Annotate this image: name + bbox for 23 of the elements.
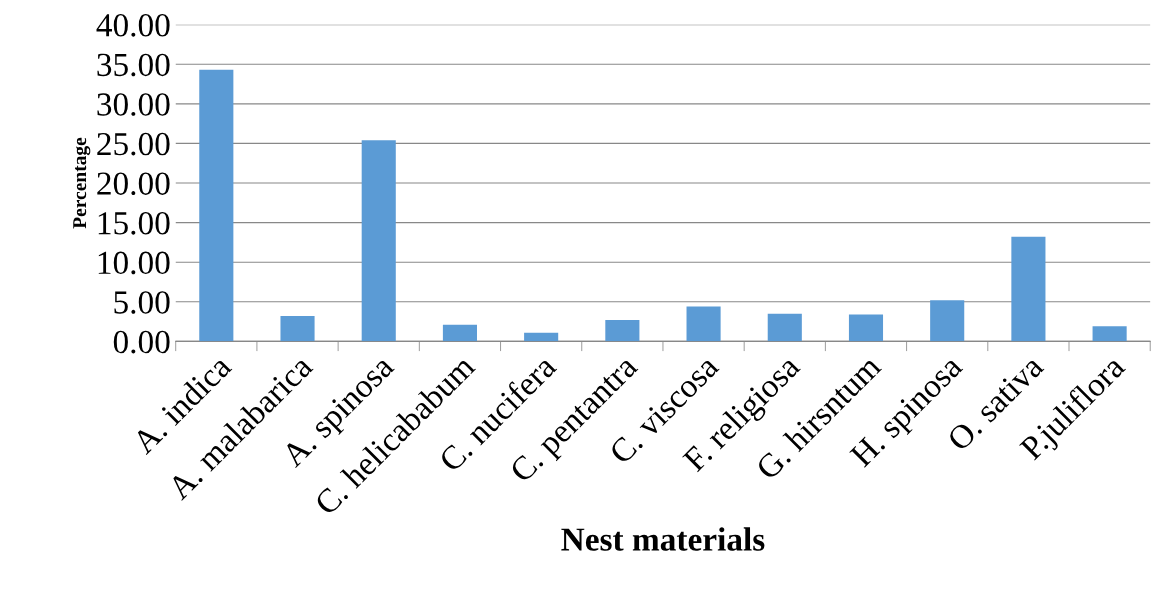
bar: [524, 332, 559, 342]
y-tick-label: 10.00: [98, 251, 170, 275]
x-axis-title: Nest materials: [561, 527, 765, 551]
y-tick-label: 15.00: [98, 211, 170, 235]
bar: [1092, 326, 1127, 342]
bar: [280, 316, 315, 342]
y-tick-label: 25.00: [97, 132, 170, 156]
bar: [930, 300, 965, 342]
y-tick-label: 0.00: [113, 330, 170, 354]
bar: [442, 324, 477, 342]
bar: [767, 313, 802, 342]
bar: [605, 319, 640, 342]
bar: [848, 314, 884, 342]
y-tick-label: 35.00: [97, 53, 170, 77]
bar: [199, 69, 234, 342]
y-tick-label: 5.00: [114, 291, 170, 314]
y-axis-title: Percentage: [73, 137, 91, 229]
y-tick-label: 40.00: [96, 14, 170, 37]
y-tick-label: 20.00: [97, 172, 170, 196]
bar: [686, 306, 721, 342]
bar: [361, 140, 396, 342]
bar: [1011, 236, 1046, 342]
y-tick-label: 30.00: [97, 93, 170, 116]
